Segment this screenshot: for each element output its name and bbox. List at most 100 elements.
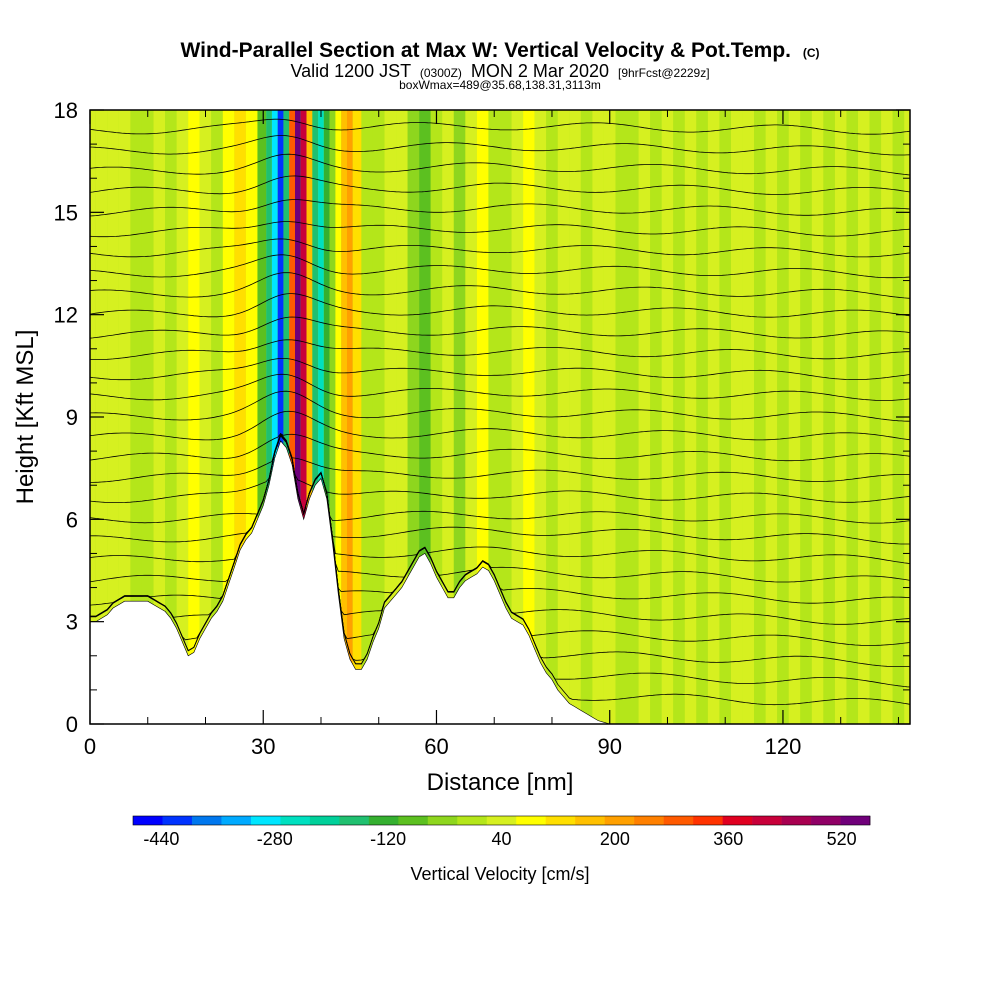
velocity-band: [811, 110, 824, 724]
chart-title-main: Wind-Parallel Section at Max W: Vertical…: [180, 39, 791, 62]
isentrope-line: [90, 390, 910, 422]
colorbar-swatch: [781, 816, 812, 825]
isentrope-line: [90, 434, 910, 545]
velocity-band: [199, 110, 212, 724]
velocity-band: [858, 110, 870, 724]
velocity-band: [222, 110, 235, 724]
velocity-band: [846, 110, 859, 724]
velocity-band: [592, 110, 604, 724]
velocity-band: [300, 110, 307, 724]
velocity-band: [234, 110, 246, 724]
velocity-band: [323, 110, 330, 724]
colorbar-swatch: [752, 816, 782, 825]
colorbar-swatch: [398, 816, 429, 825]
colorbar-tick-label: 200: [600, 829, 630, 849]
isentrope-line: [90, 175, 910, 195]
velocity-band: [730, 110, 743, 724]
chart-title: Wind-Parallel Section at Max W: Vertical…: [180, 39, 819, 62]
y-tick-label: 15: [54, 200, 78, 225]
velocity-band: [329, 110, 336, 724]
velocity-band: [107, 110, 119, 724]
velocity-band: [118, 110, 131, 724]
velocity-band: [312, 110, 319, 724]
velocity-band: [788, 110, 801, 724]
x-tick-label: 30: [251, 734, 275, 759]
colorbar-swatch: [604, 816, 635, 825]
subtitle-date: MON 2 Mar 2020: [471, 61, 609, 81]
colorbar-swatch: [634, 816, 664, 825]
y-axis-label: Height [Kft MSL]: [12, 330, 39, 505]
velocity-band: [673, 110, 685, 724]
isentrope-line: [90, 254, 910, 279]
velocity-band: [800, 110, 812, 724]
chart-subtitle-2: boxWmax=489@35.68,138.31,3113m: [399, 78, 601, 92]
velocity-band: [419, 110, 431, 724]
colorbar-swatch: [191, 816, 222, 825]
velocity-band: [638, 110, 651, 724]
isentrope-line: [90, 373, 910, 401]
isentrope-line: [90, 434, 910, 606]
velocity-band: [488, 110, 500, 724]
velocity-band: [719, 110, 731, 724]
velocity-band: [603, 110, 616, 724]
velocity-band: [153, 110, 166, 724]
velocity-band: [277, 110, 284, 724]
velocity-band: [283, 110, 290, 724]
velocity-band: [289, 110, 295, 724]
velocity-band: [765, 110, 778, 724]
colorbar-swatch: [309, 816, 340, 825]
isentrope-line: [90, 339, 910, 361]
colorbar-swatch: [811, 816, 841, 825]
colorbar: -440 -280 -120 40 200 360 520: [132, 815, 871, 849]
velocity-band: [834, 110, 847, 724]
colorbar-frame: [132, 815, 871, 826]
colorbar-swatch: [457, 816, 488, 825]
velocity-band: [465, 110, 477, 724]
chart-title-mark: (C): [803, 46, 820, 60]
colorbar-swatch: [486, 816, 517, 825]
velocity-band: [869, 110, 882, 724]
velocity-band: [453, 110, 466, 724]
colorbar-swatch: [516, 816, 547, 825]
colorbar-swatch: [663, 816, 694, 825]
colorbar-tick-label: -120: [370, 829, 406, 849]
isentrope-line: [90, 118, 910, 135]
velocity-band: [684, 110, 697, 724]
colorbar-swatch: [339, 816, 370, 825]
colorbar-swatch: [427, 816, 458, 825]
isentrope-line: [90, 316, 910, 339]
y-axis: 0 3 6 9 12 15 18: [54, 98, 910, 737]
velocity-band: [442, 110, 454, 724]
velocity-band: [500, 110, 512, 724]
colorbar-tick-label: -440: [143, 829, 179, 849]
velocity-band: [881, 110, 893, 724]
velocity-band: [511, 110, 524, 724]
velocity-band: [823, 110, 835, 724]
subtitle-prefix: Valid 1200 JST: [290, 61, 411, 81]
subtitle-forecast: [9hrFcst@2229z]: [618, 66, 710, 80]
x-axis: 0 30 60 90 120: [84, 110, 899, 759]
isentrope-line: [90, 433, 910, 462]
velocity-band: [130, 110, 142, 724]
y-tick-label: 18: [54, 98, 78, 123]
velocity-band: [361, 110, 373, 724]
isentrope-line: [90, 357, 910, 381]
isentrope-line: [90, 238, 910, 258]
y-tick-label: 6: [66, 507, 78, 532]
x-tick-label: 120: [765, 734, 802, 759]
colorbar-swatch: [221, 816, 252, 825]
velocity-band: [476, 110, 489, 724]
y-tick-label: 9: [66, 405, 78, 430]
velocity-band: [165, 110, 177, 724]
velocity-band: [318, 110, 324, 724]
velocity-band: [257, 110, 267, 724]
velocity-band: [407, 110, 420, 724]
colorbar-swatch: [840, 816, 871, 825]
isentrope-contours: [90, 118, 910, 706]
velocity-band: [396, 110, 408, 724]
velocity-band: [661, 110, 674, 724]
isentrope-line: [90, 153, 910, 176]
colorbar-swatch: [545, 816, 576, 825]
isentrope-line: [90, 434, 910, 583]
